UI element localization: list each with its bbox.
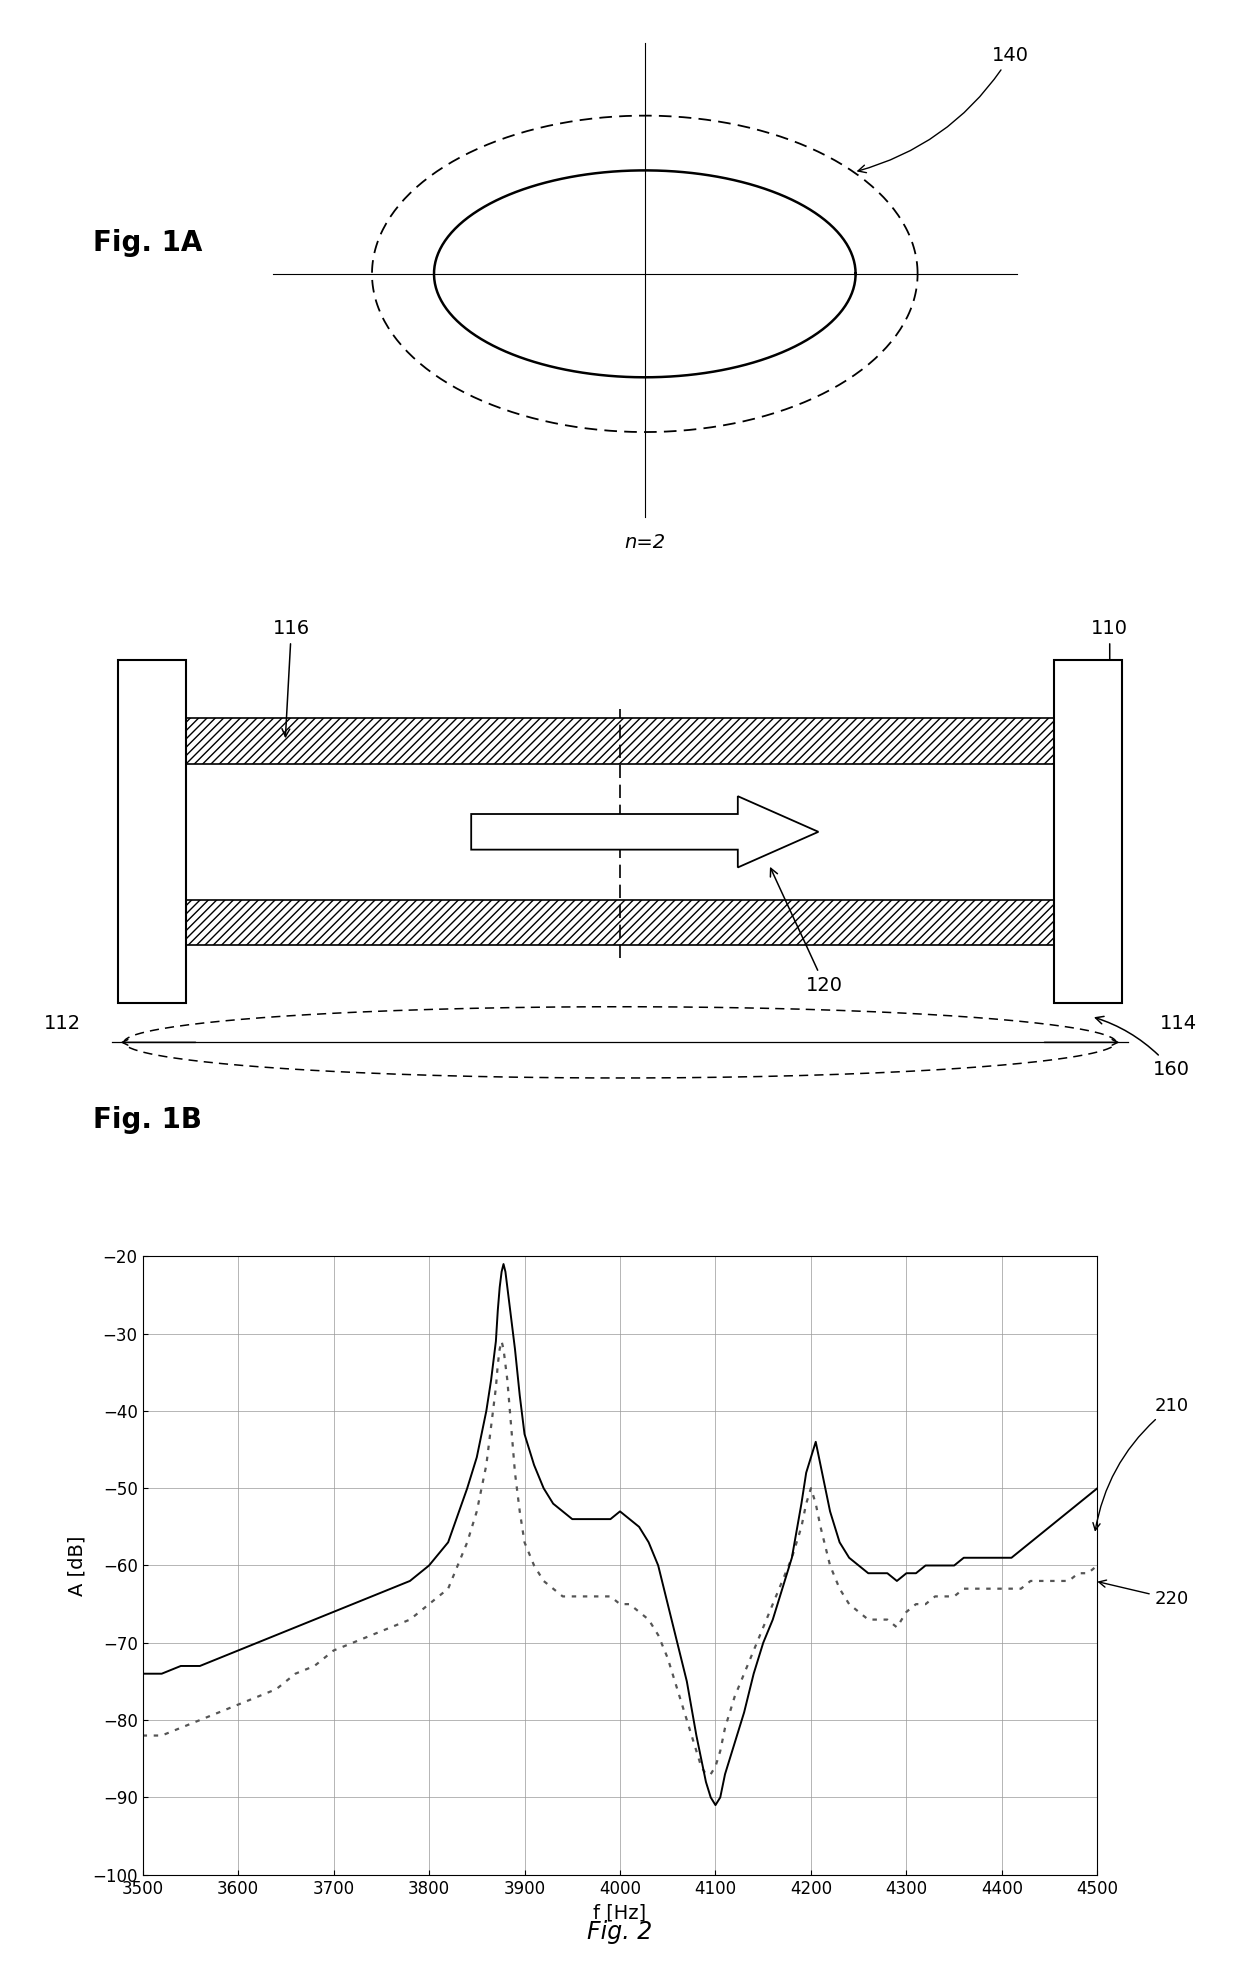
Text: 120: 120 — [770, 868, 843, 995]
Bar — [118, 660, 186, 1003]
Text: 220: 220 — [1099, 1580, 1189, 1608]
Text: Fig. 2: Fig. 2 — [588, 1920, 652, 1945]
Text: 112: 112 — [43, 1015, 81, 1033]
Text: Fig. 1A: Fig. 1A — [93, 230, 202, 257]
Y-axis label: A [dB]: A [dB] — [68, 1535, 87, 1596]
Text: n=2: n=2 — [624, 532, 666, 552]
Bar — [186, 899, 1054, 946]
Bar — [186, 718, 1054, 764]
Text: 114: 114 — [1159, 1015, 1197, 1033]
Text: 110: 110 — [1091, 618, 1128, 701]
X-axis label: f [Hz]: f [Hz] — [594, 1902, 646, 1922]
Text: Fig. 1B: Fig. 1B — [93, 1105, 202, 1135]
Polygon shape — [471, 797, 818, 868]
Text: 140: 140 — [858, 45, 1029, 173]
Bar — [1054, 660, 1122, 1003]
Bar — [186, 718, 1054, 764]
Bar — [186, 899, 1054, 946]
Text: 210: 210 — [1092, 1398, 1189, 1531]
Text: 116: 116 — [273, 618, 310, 736]
Text: 160: 160 — [1095, 1017, 1190, 1080]
